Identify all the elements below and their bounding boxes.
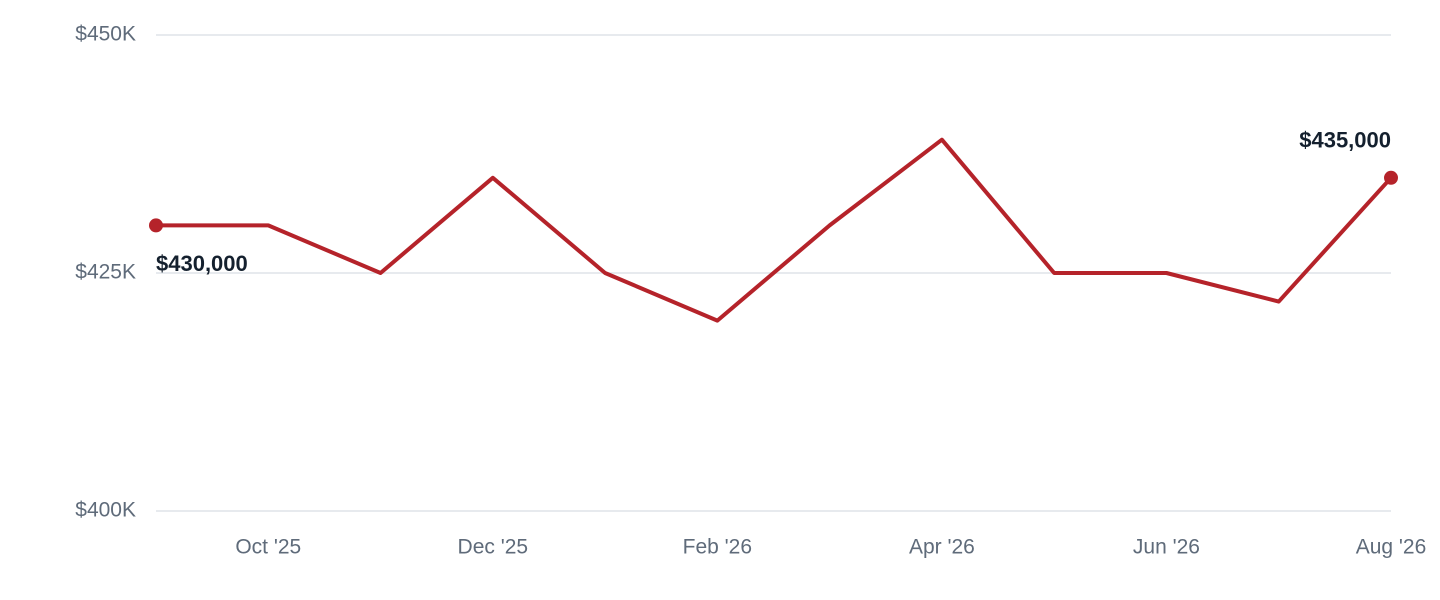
value-label: $435,000 [1299,128,1391,153]
x-tick-label: Oct '25 [235,536,301,559]
y-tick-label: $450K [75,23,136,46]
x-tick-label: Dec '25 [458,536,529,559]
x-tick-label: Feb '26 [683,536,752,559]
y-tick-label: $400K [75,499,136,522]
x-tick-label: Jun '26 [1133,536,1200,559]
point-marker [1384,170,1398,185]
line-series [156,137,1393,323]
y-tick-label: $425K [75,261,136,284]
value-label: $430,000 [156,251,248,276]
x-tick-label: Aug '26 [1356,536,1427,559]
point-marker [149,218,163,233]
x-tick-label: Apr '26 [909,536,975,559]
